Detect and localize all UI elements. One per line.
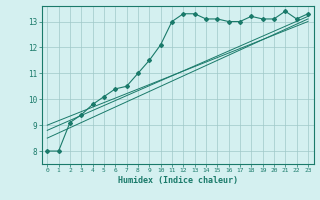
- X-axis label: Humidex (Indice chaleur): Humidex (Indice chaleur): [118, 176, 237, 185]
